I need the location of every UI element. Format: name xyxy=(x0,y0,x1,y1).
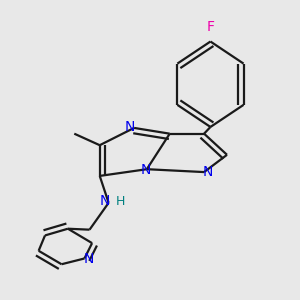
Text: F: F xyxy=(206,20,214,34)
Text: N: N xyxy=(202,165,213,179)
Text: N: N xyxy=(84,252,94,266)
Text: H: H xyxy=(115,195,125,208)
Text: N: N xyxy=(124,120,135,134)
Text: N: N xyxy=(140,163,151,177)
Text: N: N xyxy=(100,194,110,208)
